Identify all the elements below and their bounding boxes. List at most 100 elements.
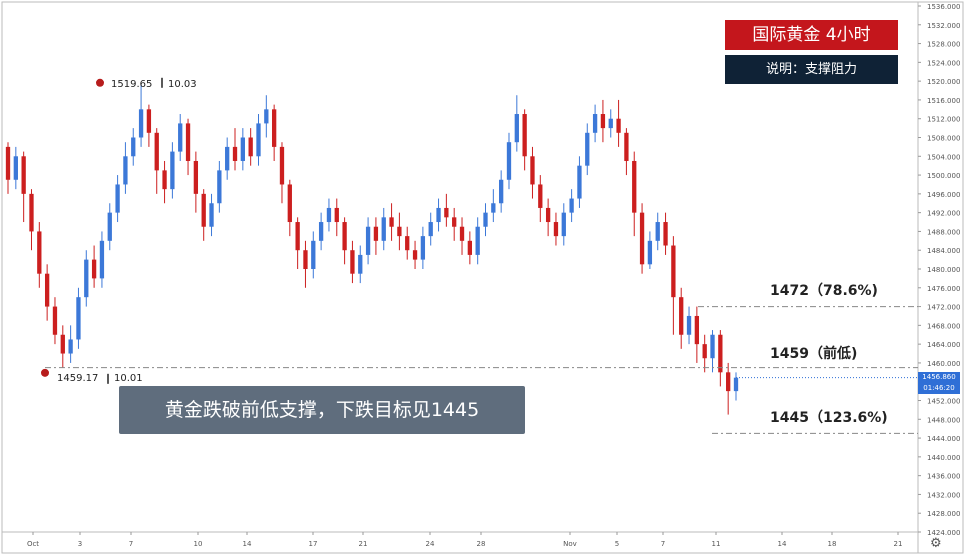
candle-body	[663, 222, 668, 246]
candle-body	[405, 236, 410, 251]
candle-body	[514, 114, 519, 143]
candle-body	[467, 240, 473, 255]
current-price-tag: 1456.860	[918, 372, 960, 383]
candle-body	[271, 109, 277, 147]
level-label-resistance: 1472（78.6%)	[770, 283, 878, 299]
candle-body	[545, 207, 551, 223]
candle-body	[428, 222, 433, 237]
candle-body	[248, 137, 253, 157]
candle-body	[671, 245, 676, 298]
analysis-callout: 黄金跌破前低支撑，下跌目标见1445	[119, 386, 525, 434]
candle-body	[334, 207, 339, 223]
candle-body	[679, 297, 684, 335]
low-value-label: 10.01	[114, 373, 143, 384]
candle-body	[240, 137, 245, 161]
candle-body	[506, 142, 512, 180]
y-tick-label: 1464.000	[927, 341, 960, 349]
candle-body	[21, 156, 26, 194]
candle-body	[318, 222, 324, 241]
y-tick-label: 1484.000	[927, 247, 960, 255]
candle-body	[553, 222, 559, 237]
candle-body	[452, 217, 457, 227]
chart-subtitle: 说明：支撑阻力	[725, 55, 898, 84]
candle-body	[459, 226, 465, 241]
candle-body	[718, 334, 723, 373]
candle-body	[115, 184, 120, 213]
candle-body	[530, 156, 535, 185]
y-tick-label: 1500.000	[927, 172, 960, 180]
candle-body	[538, 184, 543, 208]
y-tick-label: 1496.000	[927, 191, 960, 199]
candle-body	[397, 226, 402, 237]
y-tick-label: 1452.000	[927, 398, 960, 406]
candle-body	[287, 184, 292, 223]
y-tick-label: 1512.000	[927, 116, 960, 124]
y-tick-label: 1436.000	[927, 473, 960, 481]
candle-body	[44, 273, 50, 307]
x-tick-label: 28	[477, 540, 486, 548]
candle-body	[146, 109, 152, 133]
candle-body	[209, 203, 214, 227]
candle-body	[326, 207, 332, 223]
x-tick-label: 10	[194, 540, 203, 548]
y-tick-label: 1508.000	[927, 135, 960, 143]
candles-group	[5, 82, 739, 415]
candle-body	[350, 250, 355, 274]
candle-body	[483, 212, 488, 227]
x-tick-label: 11	[712, 540, 721, 548]
level-label-previous-low: 1459（前低)	[770, 346, 858, 362]
y-tick-label: 1524.000	[927, 59, 960, 67]
y-tick-label: 1440.000	[927, 454, 960, 462]
candle-body	[185, 123, 191, 161]
y-tick-label: 1520.000	[927, 78, 960, 86]
candle-body	[499, 179, 504, 204]
candle-body	[686, 315, 692, 335]
y-tick-label: 1444.000	[927, 435, 960, 443]
x-tick-label: 18	[828, 540, 837, 548]
y-tick-label: 1468.000	[927, 322, 960, 330]
candle-body	[475, 226, 480, 255]
candle-body	[99, 240, 105, 279]
candle-body	[138, 109, 144, 138]
candle-body	[342, 222, 347, 251]
candle-body	[178, 123, 183, 152]
candle-body	[491, 203, 496, 213]
candle-body	[13, 156, 18, 180]
candle-body	[123, 156, 128, 185]
candle-body	[569, 198, 574, 213]
x-tick-label: 21	[894, 540, 903, 548]
y-tick-label: 1532.000	[927, 22, 960, 30]
candle-body	[68, 339, 73, 354]
level-label-target: 1445（123.6%)	[770, 410, 888, 426]
candle-body	[131, 137, 136, 157]
chart-title: 国际黄金 4小时	[725, 20, 898, 50]
candle-body	[702, 344, 707, 359]
candle-body	[389, 217, 394, 227]
candle-body	[365, 226, 371, 255]
candle-body	[107, 212, 112, 241]
candle-body	[91, 259, 97, 279]
x-tick-label: Nov	[563, 540, 577, 548]
y-tick-label: 1536.000	[927, 3, 960, 11]
candle-body	[279, 146, 285, 185]
candle-body	[710, 334, 715, 359]
candle-body	[311, 240, 316, 269]
candle-body	[232, 146, 238, 161]
x-tick-label: 14	[778, 540, 787, 548]
candle-body	[201, 193, 206, 227]
candle-body	[585, 132, 590, 166]
gear-icon[interactable]: ⚙	[930, 536, 942, 551]
x-tick-label: 24	[426, 540, 435, 548]
x-tick-label: 7	[129, 540, 133, 548]
candle-body	[420, 236, 426, 260]
x-tick-label: 14	[243, 540, 252, 548]
candle-body	[295, 222, 300, 251]
y-tick-label: 1528.000	[927, 41, 960, 49]
x-tick-label: Oct	[27, 540, 39, 548]
annotation-marks: 1519.65 10.03 1459.17 10.01	[41, 77, 197, 384]
y-tick-label: 1460.000	[927, 360, 960, 368]
candle-body	[639, 212, 645, 265]
